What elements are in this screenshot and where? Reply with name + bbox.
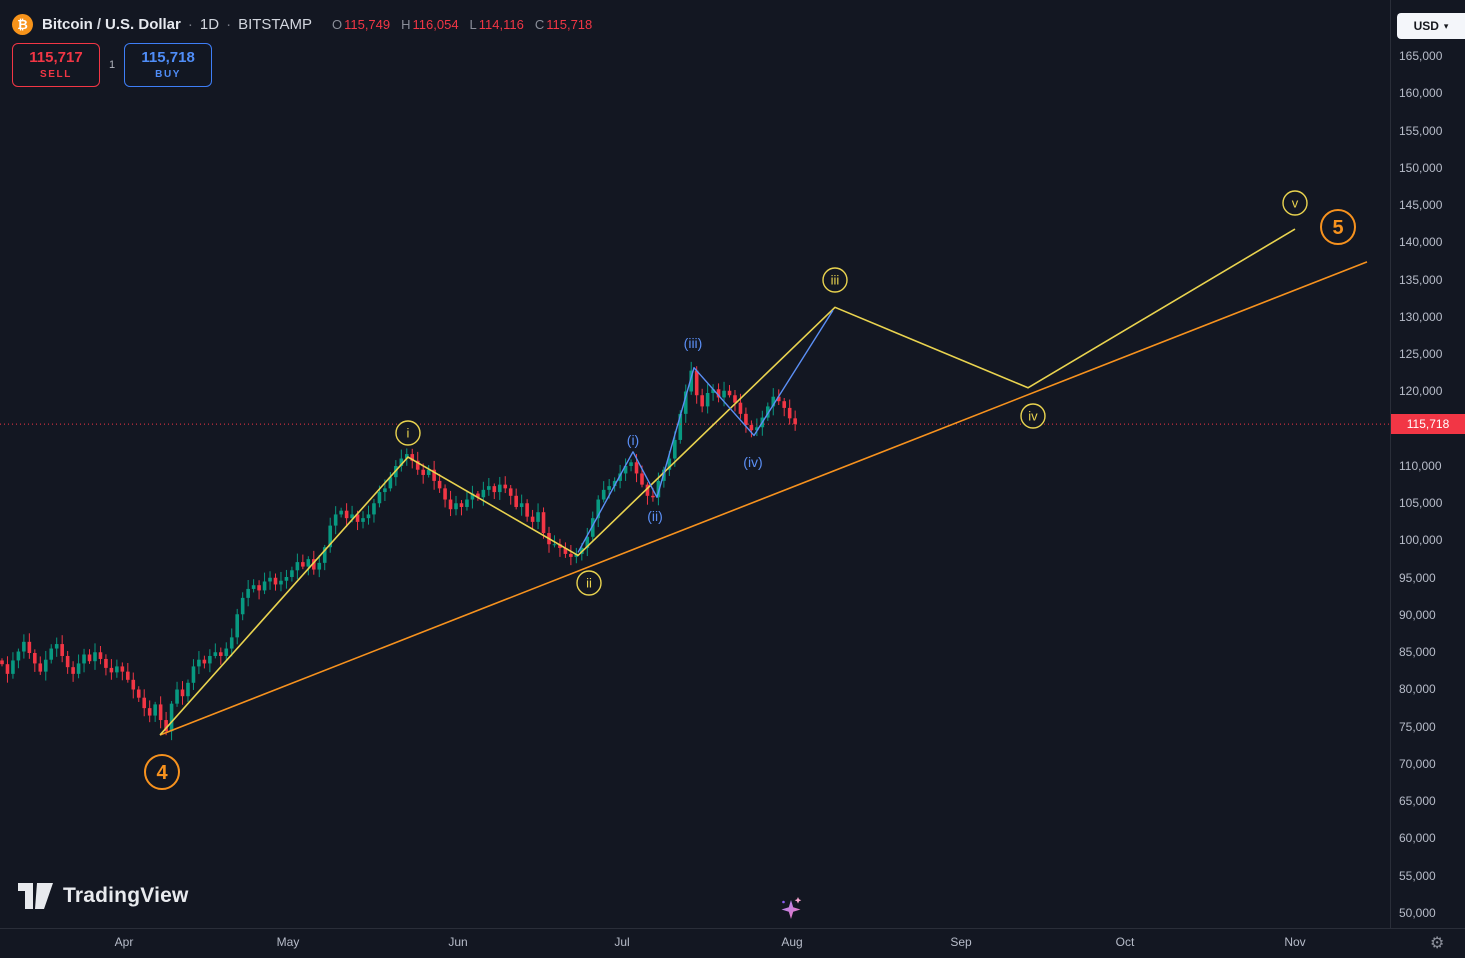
high-label: H [401,17,411,32]
buy-button[interactable]: 115,718 BUY [124,43,213,87]
price-axis-label: 140,000 [1399,235,1443,250]
symbol-slash: / [96,16,102,33]
price-axis-label: 145,000 [1399,198,1443,212]
price-axis-label: 135,000 [1399,272,1443,287]
elliott-path-primary-trend[interactable] [159,261,1368,736]
wave-label-text: v [1292,196,1299,211]
wave-label-text: 5 [1332,217,1343,239]
current-price-tag: 115,718 [1391,414,1465,435]
price-axis-label: 60,000 [1399,831,1436,846]
high-value: 116,054 [412,17,459,32]
price-scale[interactable]: 165,000 160,000 155,000 150,000 145,000 140,0… [1390,0,1465,928]
time-axis-label: Nov [1284,935,1306,949]
price-axis-label: 150,000 [1399,160,1443,175]
low-label: L [469,17,477,32]
symbol-base[interactable]: Bitcoin [42,16,93,33]
currency-selector[interactable]: USD ▾ [1397,13,1465,39]
buy-label: BUY [155,69,182,80]
wave-label-circle-v[interactable] [1282,190,1308,216]
price-axis-label: 165,000 [1399,49,1443,63]
wave-label-circle-iv[interactable] [1020,403,1046,429]
wave-label-text: 4 [156,762,168,784]
time-axis-label: Jul [614,935,630,949]
sell-price: 115,717 [29,49,83,66]
price-axis-label: 155,000 [1399,123,1443,138]
price-axis-label: 50,000 [1399,905,1436,920]
price-axis-label: 160,000 [1399,86,1443,101]
price-axis-label: 95,000 [1399,570,1436,585]
elliott-path-minor-zigzag[interactable] [577,309,834,553]
candlestick-series [0,361,797,741]
wave-label-text: iv [1028,409,1038,424]
wave-label-circle-ii[interactable] [576,570,602,596]
price-axis-label: 105,000 [1399,496,1443,510]
currency-value: USD [1413,19,1439,33]
elliott-path-intermediate-zigzag[interactable] [159,228,1296,736]
tradingview-logo-icon [18,883,53,909]
price-axis-label: 110,000 [1399,458,1442,473]
price-axis-label: 120,000 [1399,384,1443,399]
time-axis-separator [0,928,1465,929]
order-panel: 115,717 SELL 1 115,718 BUY [12,43,213,87]
open-label: O [331,17,343,32]
price-axis-label: 55,000 [1399,868,1436,883]
wave-label-circle-4[interactable] [144,754,180,790]
wave-label-circle-5[interactable] [1320,209,1356,245]
price-axis-label: 85,000 [1399,645,1436,659]
current-price-value: 115,718 [1406,417,1450,432]
price-axis-label: 125,000 [1399,347,1443,361]
time-axis-label: Jun [448,935,468,949]
wave-label-circle-iii[interactable] [822,267,848,293]
settings-gear-icon[interactable]: ⚙ [1430,935,1445,952]
open-value: 115,749 [344,17,391,32]
time-axis-label: Oct [1115,935,1135,949]
symbol-quote[interactable]: U.S. Dollar [105,16,181,33]
buy-price: 115,718 [141,49,195,66]
low-value: 114,116 [478,17,524,32]
price-axis-label: 65,000 [1399,794,1436,808]
price-axis-label: 80,000 [1399,682,1436,697]
sell-button[interactable]: 115,717 SELL [12,43,100,87]
wave-label-minor[interactable]: (ii) [647,508,663,524]
wave-label-circle-i[interactable] [395,420,421,446]
wave-label-text: iii [831,273,840,288]
spread-value: 1 [109,59,116,71]
price-axis-label: 75,000 [1399,719,1436,734]
symbol-legend[interactable]: ₿ Bitcoin / U.S. Dollar · 1D · BITSTAMP … [12,14,603,35]
wave-label-text: ii [586,576,592,591]
wave-label-minor[interactable]: (i) [627,432,639,448]
price-axis-label: 90,000 [1399,607,1436,622]
close-label: C [534,17,545,32]
tradingview-logo-text: TradingView [63,884,189,907]
price-axis-label: 100,000 [1399,533,1443,548]
price-axis-separator [1390,0,1391,928]
time-axis-label: May [276,935,300,949]
magic-sparkle-icon[interactable] [777,895,804,922]
price-axis-label: 70,000 [1399,756,1436,771]
time-axis-label: Apr [114,935,134,949]
wave-label-minor[interactable]: (iii) [684,335,703,351]
sell-label: SELL [40,69,72,80]
ohlc-readout: O 115,749 H 116,054 L 114,116 C 115,718 [332,17,603,32]
wave-label-text: i [407,426,410,441]
separator-dot: · [187,16,193,33]
bitcoin-icon: ₿ [12,14,33,35]
chevron-down-icon: ▾ [1443,20,1449,31]
interval-label[interactable]: 1D [199,16,220,33]
time-scale[interactable]: Apr May Jun Jul Aug Sep Oct Nov [0,929,1465,958]
exchange-label[interactable]: BITSTAMP [238,16,312,33]
tradingview-logo[interactable]: TradingView [18,883,189,909]
wave-label-minor[interactable]: (iv) [743,454,762,470]
time-axis-label: Sep [950,935,972,949]
time-axis-label: Aug [781,935,803,949]
close-value: 115,718 [546,17,593,32]
separator-dot: · [226,16,232,33]
price-axis-label: 130,000 [1399,309,1443,324]
